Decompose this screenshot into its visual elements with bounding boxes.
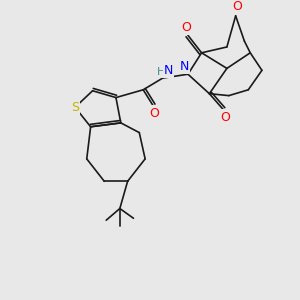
Text: H: H (157, 67, 165, 77)
Text: O: O (149, 106, 159, 120)
Text: O: O (181, 21, 191, 34)
Text: S: S (71, 101, 79, 114)
Text: O: O (233, 0, 242, 13)
Text: O: O (220, 110, 230, 124)
Text: N: N (179, 60, 189, 73)
Text: N: N (164, 64, 173, 77)
